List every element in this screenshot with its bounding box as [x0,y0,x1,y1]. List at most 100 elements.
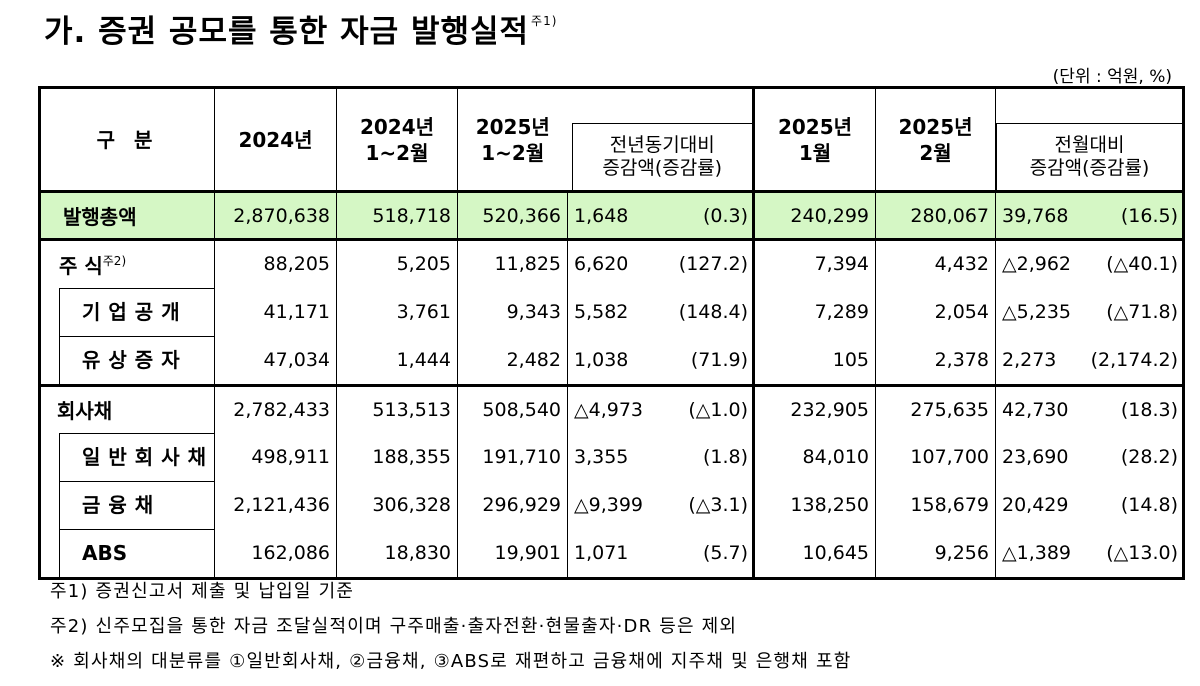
cell-2025-feb: 4,432 [875,239,996,288]
change-rate: (28.2) [1120,446,1178,468]
cell-yoy: 1,038 (71.9) [567,335,754,387]
cell-mom: 20,429 (14.8) [995,481,1184,529]
change-rate: (△71.8) [1106,300,1178,323]
change-rate: (127.2) [678,253,748,276]
cell-2024: 41,171 [214,287,337,336]
change-rate: (1.8) [702,446,748,468]
cell-2025-jan: 105 [752,335,876,387]
row-label: ABS [40,529,215,579]
cell-2024-janfeb: 306,328 [336,481,458,529]
change-amount: 1,071 [574,542,629,564]
cell-mom: 42,730 (18.3) [995,385,1184,433]
cell-mom: △5,235 (△71.8) [995,287,1184,336]
row-label: 발행총액 [39,191,215,241]
cell-2025-janfeb: 520,366 [457,191,568,241]
cell-yoy: △4,973 (△1.0) [567,385,754,433]
change-amount: △9,399 [574,494,644,516]
cell-2025-jan: 7,289 [752,287,876,336]
row-label: 회사채 [57,399,113,424]
table-row: 기업공개 41,171 3,761 9,343 5,582 (148.4) 7,289 2,0… [40,287,1184,336]
cell-2025-jan: 84,010 [752,433,876,481]
header-category: 구 분 [39,87,215,193]
row-label: 금융채 [40,481,215,529]
change-rate: (△3.1) [688,494,748,516]
change-rate: (5.7) [702,542,748,564]
table-row: ABS 162,086 18,830 19,901 1,071 (5.7) 10,645 9,… [40,529,1184,579]
cell-2024: 162,086 [214,529,337,579]
change-amount: △2,962 [1002,253,1072,276]
row-label: 주 식주2) [59,253,127,278]
table-row: 주 식주2) 88,205 5,205 11,825 6,620 (127.2) 7,394… [40,239,1184,288]
title-footnote-marker: 주1) [531,14,558,28]
footnotes: 주1) 증권신고서 제출 및 납입일 기준 주2) 신주모집을 통한 자금 조달… [50,574,851,679]
cell-2025-janfeb: 296,929 [457,481,568,529]
cell-yoy: 5,582 (148.4) [567,287,754,336]
cell-2025-jan: 7,394 [752,239,876,288]
header-mom: 전월대비 증감액(증감률) [995,87,1184,193]
cell-2025-janfeb: 19,901 [457,529,568,579]
header-2025-janfeb: 2025년 1~2월 [457,87,568,193]
cell-yoy: 6,620 (127.2) [567,239,754,288]
unit-label: (단위 : 억원, %) [1052,67,1172,87]
cell-2024-janfeb: 3,761 [336,287,458,336]
change-amount: 5,582 [574,300,629,323]
row-label: 기업공개 [40,287,215,336]
cell-yoy: 1,648 (0.3) [567,191,754,241]
cell-2025-jan: 138,250 [752,481,876,529]
change-amount: 2,273 [1002,348,1057,371]
cell-2025-janfeb: 9,343 [457,287,568,336]
header-2025-feb: 2025년 2월 [875,87,996,193]
cell-2024: 2,121,436 [214,481,337,529]
change-rate: (14.8) [1120,494,1178,516]
change-amount: 20,429 [1002,494,1069,516]
cell-2024: 498,911 [214,433,337,481]
change-amount: 1,038 [574,348,629,371]
cell-2025-feb: 280,067 [875,191,996,241]
change-amount: 23,690 [1002,446,1069,468]
cell-2025-feb: 9,256 [875,529,996,579]
footnote-1: 주1) 증권신고서 제출 및 납입일 기준 [50,581,355,602]
change-rate: (18.3) [1120,398,1178,421]
cell-mom: △2,962 (△40.1) [995,239,1184,288]
cell-2024-janfeb: 188,355 [336,433,458,481]
cell-2024-janfeb: 18,830 [336,529,458,579]
cell-mom: △1,389 (△13.0) [995,529,1184,579]
table-row: 일반회사채 498,911 188,355 191,710 3,355 (1.8) 84,0… [40,433,1184,481]
cell-2024-janfeb: 518,718 [336,191,458,241]
cell-2025-jan: 10,645 [752,529,876,579]
cell-2024: 2,782,433 [214,385,337,433]
cell-2025-feb: 158,679 [875,481,996,529]
cell-2025-janfeb: 191,710 [457,433,568,481]
page-title: 가. 증권 공모를 통한 자금 발행실적 주1) [44,14,558,50]
cell-2025-janfeb: 2,482 [457,335,568,387]
cell-2024: 47,034 [214,335,337,387]
change-amount: 3,355 [574,446,629,468]
change-amount: △5,235 [1002,300,1072,323]
row-label: 유상증자 [39,335,215,387]
cell-mom: 2,273 (2,174.2) [995,335,1184,387]
cell-yoy: 1,071 (5.7) [567,529,754,579]
cell-2024-janfeb: 513,513 [336,385,458,433]
cell-2024: 88,205 [214,239,337,288]
cell-2025-janfeb: 11,825 [457,239,568,288]
cell-2025-feb: 275,635 [875,385,996,433]
table-row: 금융채 2,121,436 306,328 296,929 △9,399 (△3.1) 13… [40,481,1184,529]
table-row: 발행총액 2,870,638 518,718 520,366 1,648 (0.3) 240… [39,191,1184,241]
row-label: 일반회사채 [40,433,215,481]
header-yoy: 전년동기대비 증감액(증감률) [567,87,754,193]
change-rate: (△40.1) [1106,253,1178,276]
change-rate: (0.3) [702,204,748,227]
change-rate: (△13.0) [1106,542,1178,564]
table-row: 회사채 2,782,433 513,513 508,540 △4,973 (△1.0) 23… [40,385,1184,433]
change-amount: 6,620 [574,253,629,276]
change-rate: (16.5) [1120,204,1178,227]
cell-2024-janfeb: 1,444 [336,335,458,387]
header-2024-janfeb: 2024년 1~2월 [336,87,458,193]
cell-2025-feb: 2,054 [875,287,996,336]
row-footnote-marker: 주2) [102,253,127,268]
cell-2024: 2,870,638 [214,191,337,241]
change-amount: △4,973 [574,398,644,421]
cell-2025-jan: 240,299 [752,191,876,241]
change-rate: (148.4) [678,300,748,323]
cell-2025-jan: 232,905 [752,385,876,433]
